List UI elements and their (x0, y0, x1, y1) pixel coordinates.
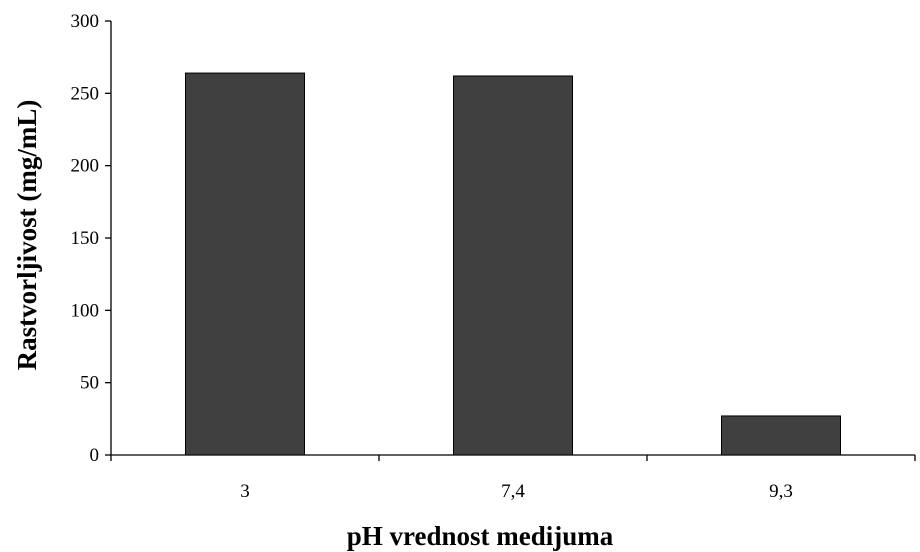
x-axis: 3 7,4 9,3 (110, 454, 916, 502)
bars (185, 72, 841, 456)
y-tick-label: 50 (80, 373, 99, 394)
y-tick-label: 150 (71, 228, 100, 249)
x-tick-label: 7,4 (501, 481, 525, 502)
y-tick-label: 200 (71, 156, 100, 177)
bar (185, 72, 305, 456)
bar (453, 75, 573, 456)
y-tick-label: 100 (71, 300, 100, 321)
y-tick-label: 250 (71, 83, 100, 104)
x-axis-title: pH vrednost medijuma (347, 521, 614, 551)
y-tick-label: 0 (90, 445, 100, 466)
y-axis-title: Rastvorljivost (mg/mL) (12, 100, 42, 371)
x-tick-label: 9,3 (769, 481, 793, 502)
x-tick-label: 3 (240, 481, 250, 502)
y-axis: 0 50 100 150 200 250 300 (71, 11, 112, 466)
bar (721, 415, 841, 456)
y-tick-label: 300 (71, 11, 100, 32)
